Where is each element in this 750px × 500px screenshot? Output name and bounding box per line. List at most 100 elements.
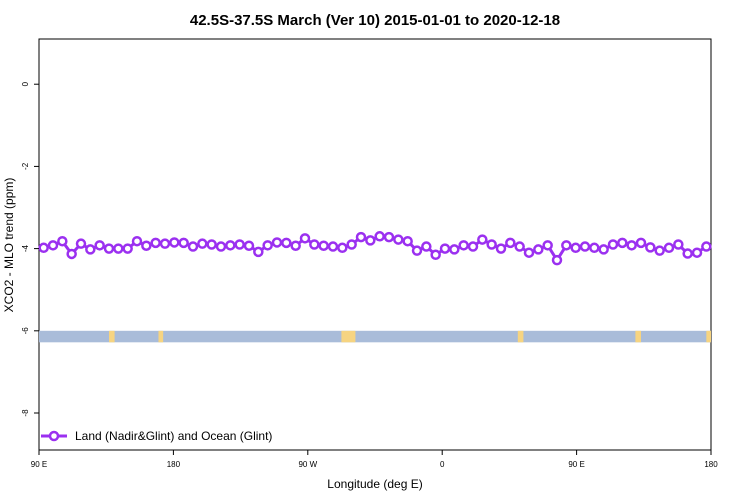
x-tick-label: 180	[704, 460, 718, 469]
data-point	[365, 235, 376, 246]
data-point	[150, 237, 161, 249]
data-point	[38, 242, 49, 254]
data-point	[430, 249, 441, 261]
y-tick-label: -4	[21, 245, 30, 253]
data-point	[290, 240, 301, 251]
data-point	[299, 233, 311, 244]
land-segment	[635, 330, 641, 343]
data-point	[495, 243, 507, 254]
data-point	[113, 243, 124, 254]
data-point	[589, 242, 600, 254]
x-axis: 90 E 180 90 W 0 90 E 180	[31, 450, 718, 469]
data-point	[635, 237, 647, 249]
data-point	[262, 240, 273, 251]
x-tick-label: 180	[167, 460, 181, 469]
data-point	[94, 240, 105, 251]
land-segment	[109, 330, 115, 343]
data-point	[701, 241, 712, 252]
data-point	[103, 243, 115, 254]
data-point	[505, 237, 516, 249]
data-point	[215, 241, 227, 252]
data-point	[411, 245, 423, 256]
data-point	[374, 231, 385, 242]
data-point	[598, 244, 609, 255]
data-point	[159, 238, 171, 249]
data-point	[645, 242, 656, 253]
legend-label: Land (Nadir&Glint) and Ocean (Glint)	[75, 429, 272, 443]
x-tick-label: 90 W	[298, 460, 317, 469]
y-axis-label: XCO2 - MLO trend (ppm)	[2, 178, 16, 313]
x-tick-label: 0	[440, 460, 445, 469]
land-segment	[706, 330, 711, 343]
data-point	[570, 242, 581, 254]
land-segment	[517, 330, 524, 343]
data-point	[197, 238, 208, 249]
x-tick-label: 90 E	[31, 460, 47, 469]
x-axis-label: Longitude (deg E)	[327, 477, 422, 491]
data-point	[327, 241, 339, 252]
land-segment	[158, 330, 164, 343]
data-point	[449, 244, 460, 255]
data-point	[486, 239, 497, 250]
data-point	[439, 243, 451, 254]
y-tick-label: -2	[21, 162, 30, 170]
data-point	[393, 234, 404, 245]
data-point	[271, 237, 283, 248]
y-axis: 0 -2 -4 -6 -8	[21, 81, 39, 417]
data-point	[607, 239, 619, 250]
data-point	[206, 239, 217, 250]
data-point	[187, 241, 199, 252]
data-point	[47, 240, 59, 251]
data-point	[383, 231, 395, 243]
data-point	[318, 240, 329, 251]
data-point	[691, 247, 703, 258]
data-point	[458, 240, 469, 251]
data-point	[131, 235, 143, 247]
data-point	[626, 240, 637, 251]
data-point	[225, 240, 236, 251]
data-point	[281, 237, 292, 249]
data-point	[355, 231, 367, 243]
data-point	[514, 241, 525, 252]
data-point	[57, 235, 68, 247]
ocean-band	[39, 330, 711, 343]
data-point	[122, 243, 133, 254]
y-tick-label: -6	[21, 327, 30, 335]
data-point	[551, 254, 563, 266]
data-point	[253, 246, 264, 258]
data-point	[402, 235, 413, 247]
legend: Land (Nadir&Glint) and Ocean (Glint)	[41, 429, 272, 443]
data-point	[542, 240, 553, 251]
data-point	[421, 241, 432, 252]
data-point	[234, 239, 245, 250]
data-point	[523, 247, 535, 258]
data-point	[477, 234, 488, 245]
data-point	[85, 244, 96, 255]
surface-band	[39, 330, 711, 343]
data-point	[617, 237, 628, 249]
data-point	[141, 240, 152, 251]
data-point	[682, 248, 693, 259]
x-tick-label: 90 E	[568, 460, 584, 469]
data-point	[178, 237, 189, 249]
data-point	[579, 241, 591, 252]
data-point	[169, 237, 180, 248]
y-tick-label: 0	[21, 81, 30, 86]
data-point	[561, 240, 572, 251]
data-point	[673, 239, 684, 250]
data-point	[346, 239, 357, 250]
data-point	[533, 244, 544, 255]
chart-title: 42.5S-37.5S March (Ver 10) 2015-01-01 to…	[190, 12, 560, 29]
data-point	[243, 240, 255, 251]
series-points	[38, 231, 712, 266]
data-point	[663, 242, 675, 254]
data-point	[66, 248, 77, 260]
land-segment	[341, 330, 356, 343]
data-point	[309, 239, 320, 250]
data-point	[75, 238, 87, 249]
data-point	[337, 242, 348, 254]
legend-swatch-marker	[48, 430, 60, 442]
y-tick-label: -8	[21, 409, 30, 417]
data-point	[467, 241, 479, 252]
